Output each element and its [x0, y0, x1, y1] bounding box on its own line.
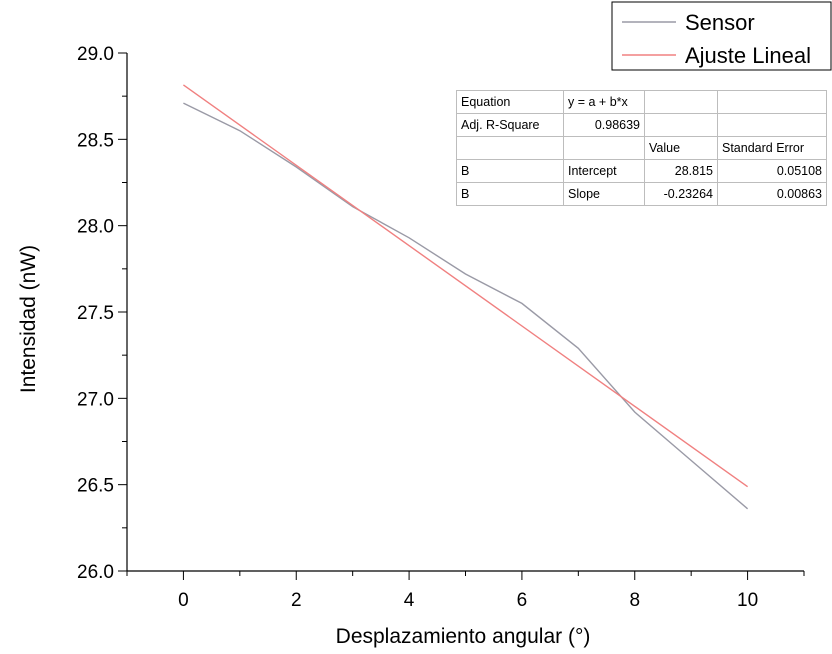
y-tick-label: 28.5 [77, 130, 114, 151]
y-tick-label: 28.0 [77, 217, 114, 238]
x-tick-label: 4 [404, 590, 415, 611]
table-row: Equation y = a + b*x [456, 90, 827, 114]
table-cell: 28.815 [644, 159, 718, 183]
x-tick-label: 6 [517, 590, 528, 611]
table-cell [456, 136, 564, 160]
x-tick-label: 0 [178, 590, 189, 611]
table-cell: Equation [456, 90, 564, 114]
table-cell: Intercept [563, 159, 645, 183]
table-cell: 0.98639 [563, 113, 645, 137]
table-cell [644, 90, 718, 114]
table-cell [563, 136, 645, 160]
y-tick-label: 26.0 [77, 562, 114, 583]
table-cell: Adj. R-Square [456, 113, 564, 137]
table-cell: B [456, 159, 564, 183]
table-cell: -0.23264 [644, 182, 718, 206]
legend-box [611, 1, 832, 71]
legend-label: Sensor [685, 10, 755, 35]
axes: 0 2 4 6 8 10 26.0 26.5 27.0 27.5 28.0 28.5 29.0 [77, 44, 805, 611]
y-tick-label: 27.5 [77, 303, 114, 324]
table-cell: y = a + b*x [563, 90, 645, 114]
y-axis-label: Intensidad (nW) [17, 245, 40, 393]
table-cell: 0.05108 [717, 159, 827, 183]
table-cell: Slope [563, 182, 645, 206]
table-row: B Slope -0.23264 0.00863 [456, 182, 827, 206]
table-cell [717, 90, 827, 114]
series-group [182, 84, 749, 510]
table-cell [717, 113, 827, 137]
table-cell: 0.00863 [717, 182, 827, 206]
table-cell: Value [644, 136, 718, 160]
x-axis-label: Desplazamiento angular (°) [336, 625, 591, 648]
table-row: Value Standard Error [456, 136, 827, 160]
fit-parameters-table: Equation y = a + b*x Adj. R-Square 0.986… [456, 90, 827, 206]
legend-label: Ajuste Lineal [685, 43, 811, 68]
series-line-ajuste-lineal [182, 84, 749, 488]
y-tick-label: 29.0 [77, 44, 114, 65]
y-tick-label: 27.0 [77, 389, 114, 410]
table-cell: Standard Error [717, 136, 827, 160]
table-cell [644, 113, 718, 137]
table-row: Adj. R-Square 0.98639 [456, 113, 827, 137]
x-tick-label: 2 [291, 590, 302, 611]
y-tick-label: 26.5 [77, 476, 114, 497]
table-cell: B [456, 182, 564, 206]
x-tick-label: 10 [737, 590, 758, 611]
series-line-sensor [183, 102, 749, 510]
legend: Sensor Ajuste Lineal [611, 1, 832, 71]
table-row: B Intercept 28.815 0.05108 [456, 159, 827, 183]
x-tick-label: 8 [629, 590, 640, 611]
